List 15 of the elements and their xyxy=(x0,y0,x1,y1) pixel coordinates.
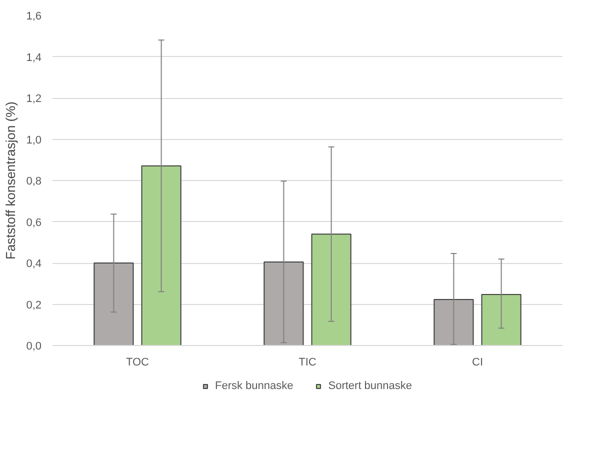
legend-label: Fersk bunnaske xyxy=(214,380,294,392)
y-tick-label: 0,6 xyxy=(26,216,42,229)
y-tick-label: 1,6 xyxy=(26,10,42,22)
y-tick-label: 1,4 xyxy=(26,52,42,64)
x-tick-label: CI xyxy=(472,356,483,368)
x-tick-label: TOC xyxy=(126,356,150,368)
y-tick-label: 0,0 xyxy=(26,340,42,352)
legend-label: Sortert bunnaske xyxy=(328,380,412,392)
y-tick-label: 1,0 xyxy=(26,134,42,146)
y-tick-label: 0,2 xyxy=(26,299,42,312)
y-tick-label: 0,8 xyxy=(26,176,42,188)
y-tick-label: 1,2 xyxy=(26,93,42,105)
y-axis-title: Faststoff konsentrasjon (%) xyxy=(3,101,18,260)
y-tick-label: 0,4 xyxy=(26,258,42,270)
x-tick-label: TIC xyxy=(298,356,316,368)
